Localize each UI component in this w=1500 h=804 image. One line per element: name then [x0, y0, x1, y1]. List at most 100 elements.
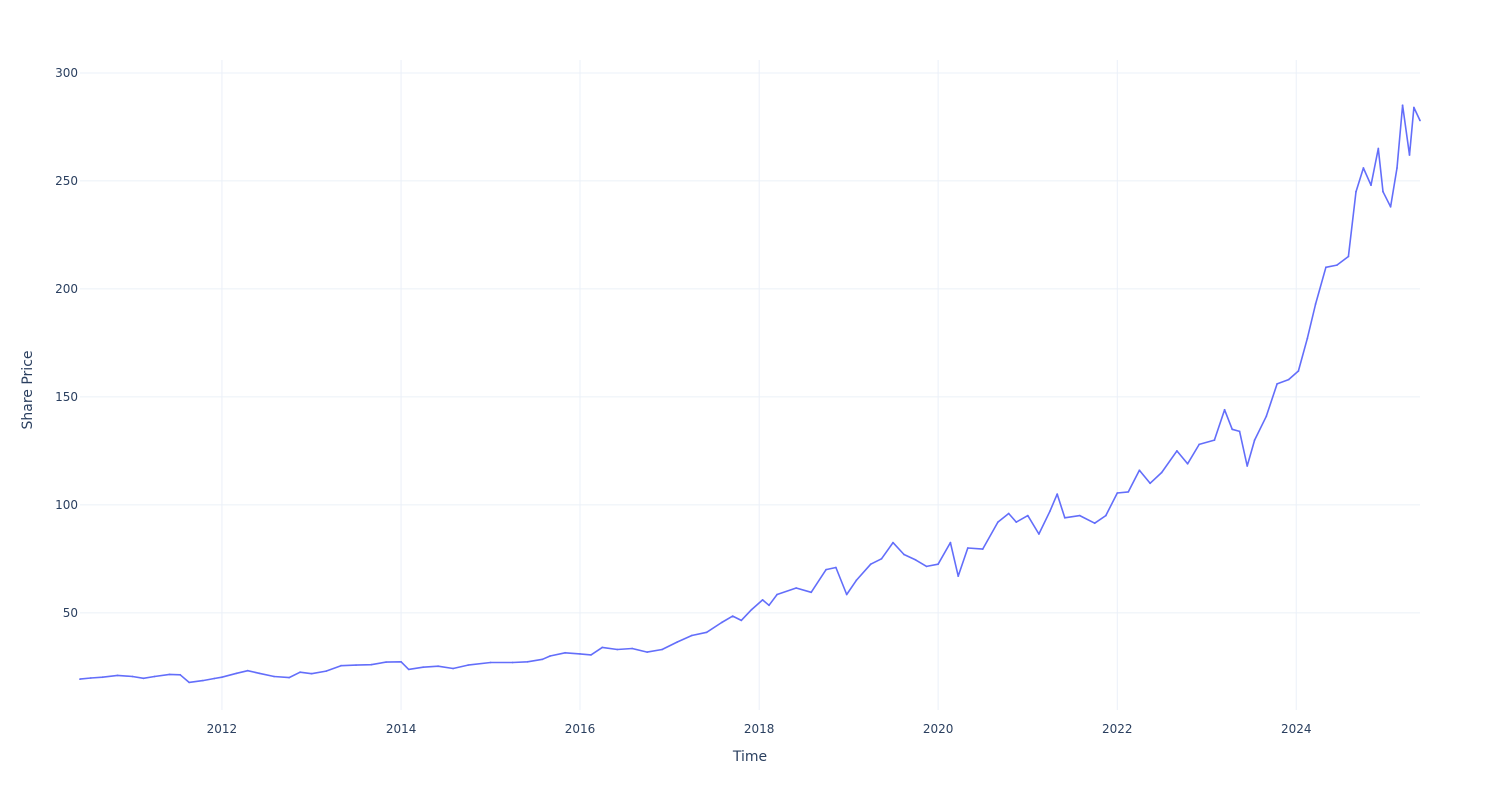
data-point	[1176, 450, 1178, 452]
data-point	[776, 593, 778, 596]
data-point	[966, 547, 969, 549]
data-point	[631, 647, 634, 650]
data-point	[1223, 408, 1226, 411]
data-point	[246, 669, 249, 672]
data-point	[750, 608, 753, 611]
data-point	[213, 677, 216, 680]
data-point	[1026, 514, 1029, 517]
data-point	[79, 678, 81, 680]
data-point	[89, 677, 92, 679]
data-point	[407, 668, 410, 671]
data-point	[892, 541, 894, 544]
data-point	[1419, 119, 1421, 122]
data-point	[201, 679, 204, 682]
data-point	[511, 661, 514, 664]
data-point	[355, 664, 357, 666]
data-point	[1238, 430, 1241, 433]
data-point	[549, 655, 551, 657]
data-point	[564, 651, 566, 654]
x-tick-label: 2020	[923, 722, 954, 736]
y-tick-label: 200	[55, 282, 78, 296]
data-point	[1408, 154, 1411, 156]
data-point	[179, 673, 182, 676]
series-layer	[79, 104, 1421, 684]
data-point	[1063, 516, 1066, 519]
data-point	[705, 631, 708, 634]
x-tick-label: 2024	[1281, 722, 1312, 736]
data-point	[526, 660, 529, 663]
y-tick-label: 100	[55, 498, 78, 512]
data-point	[616, 648, 619, 651]
data-point	[288, 676, 290, 679]
y-tick-label: 150	[55, 390, 78, 404]
data-point	[1265, 415, 1268, 418]
data-point	[385, 661, 387, 663]
data-point	[258, 672, 261, 675]
data-point	[310, 672, 313, 675]
data-point	[273, 675, 275, 678]
data-point	[541, 658, 544, 661]
data-point	[1347, 255, 1350, 258]
x-tick-label: 2018	[744, 722, 775, 736]
data-point	[957, 575, 960, 577]
data-point	[855, 579, 858, 582]
data-point	[1382, 190, 1384, 193]
data-point	[1401, 104, 1404, 107]
data-point	[937, 563, 939, 566]
y-tick-label: 250	[55, 174, 78, 188]
data-point	[467, 664, 469, 666]
data-point	[835, 566, 837, 569]
data-point	[1276, 383, 1278, 385]
data-point	[452, 667, 454, 670]
data-point	[325, 670, 327, 672]
data-point	[1186, 462, 1189, 465]
data-point	[731, 615, 734, 617]
data-point	[1413, 106, 1415, 109]
data-point	[1336, 264, 1338, 266]
data-point	[1093, 522, 1096, 525]
data-point	[1396, 167, 1398, 169]
data-point	[740, 619, 743, 622]
data-point	[370, 663, 373, 666]
y-axis-ticks: 50 100 150 200 250 300	[55, 66, 78, 620]
data-point	[1389, 205, 1392, 208]
data-point	[1231, 428, 1234, 431]
data-point	[646, 651, 649, 653]
data-point	[768, 604, 770, 607]
data-point	[590, 654, 592, 656]
data-point	[1015, 521, 1018, 523]
x-tick-label: 2014	[386, 722, 417, 736]
data-point	[1314, 303, 1317, 305]
data-point	[795, 587, 798, 589]
x-tick-label: 2012	[207, 722, 238, 736]
data-point	[579, 653, 581, 655]
data-point	[437, 665, 439, 668]
data-point	[188, 681, 191, 684]
data-point	[1377, 147, 1380, 150]
data-point	[489, 661, 492, 664]
data-point	[1104, 514, 1107, 517]
data-point	[153, 675, 156, 678]
data-point	[869, 563, 872, 566]
data-point	[340, 664, 342, 667]
data-point	[981, 548, 984, 550]
data-point	[101, 676, 104, 679]
data-point	[1297, 370, 1300, 372]
data-point	[1253, 439, 1256, 441]
data-point	[720, 621, 723, 624]
data-point	[1149, 482, 1151, 485]
data-point	[1362, 167, 1365, 169]
y-tick-label: 300	[55, 66, 78, 80]
data-point	[880, 557, 883, 560]
data-point	[1355, 190, 1357, 193]
data-point	[1160, 471, 1163, 474]
data-point	[661, 648, 663, 651]
data-point	[1287, 378, 1290, 381]
data-point	[221, 676, 223, 679]
x-axis-ticks: 2012 2014 2016 2018 2020 2022 2024	[207, 722, 1312, 736]
data-point	[761, 599, 764, 601]
data-point	[1138, 469, 1141, 472]
